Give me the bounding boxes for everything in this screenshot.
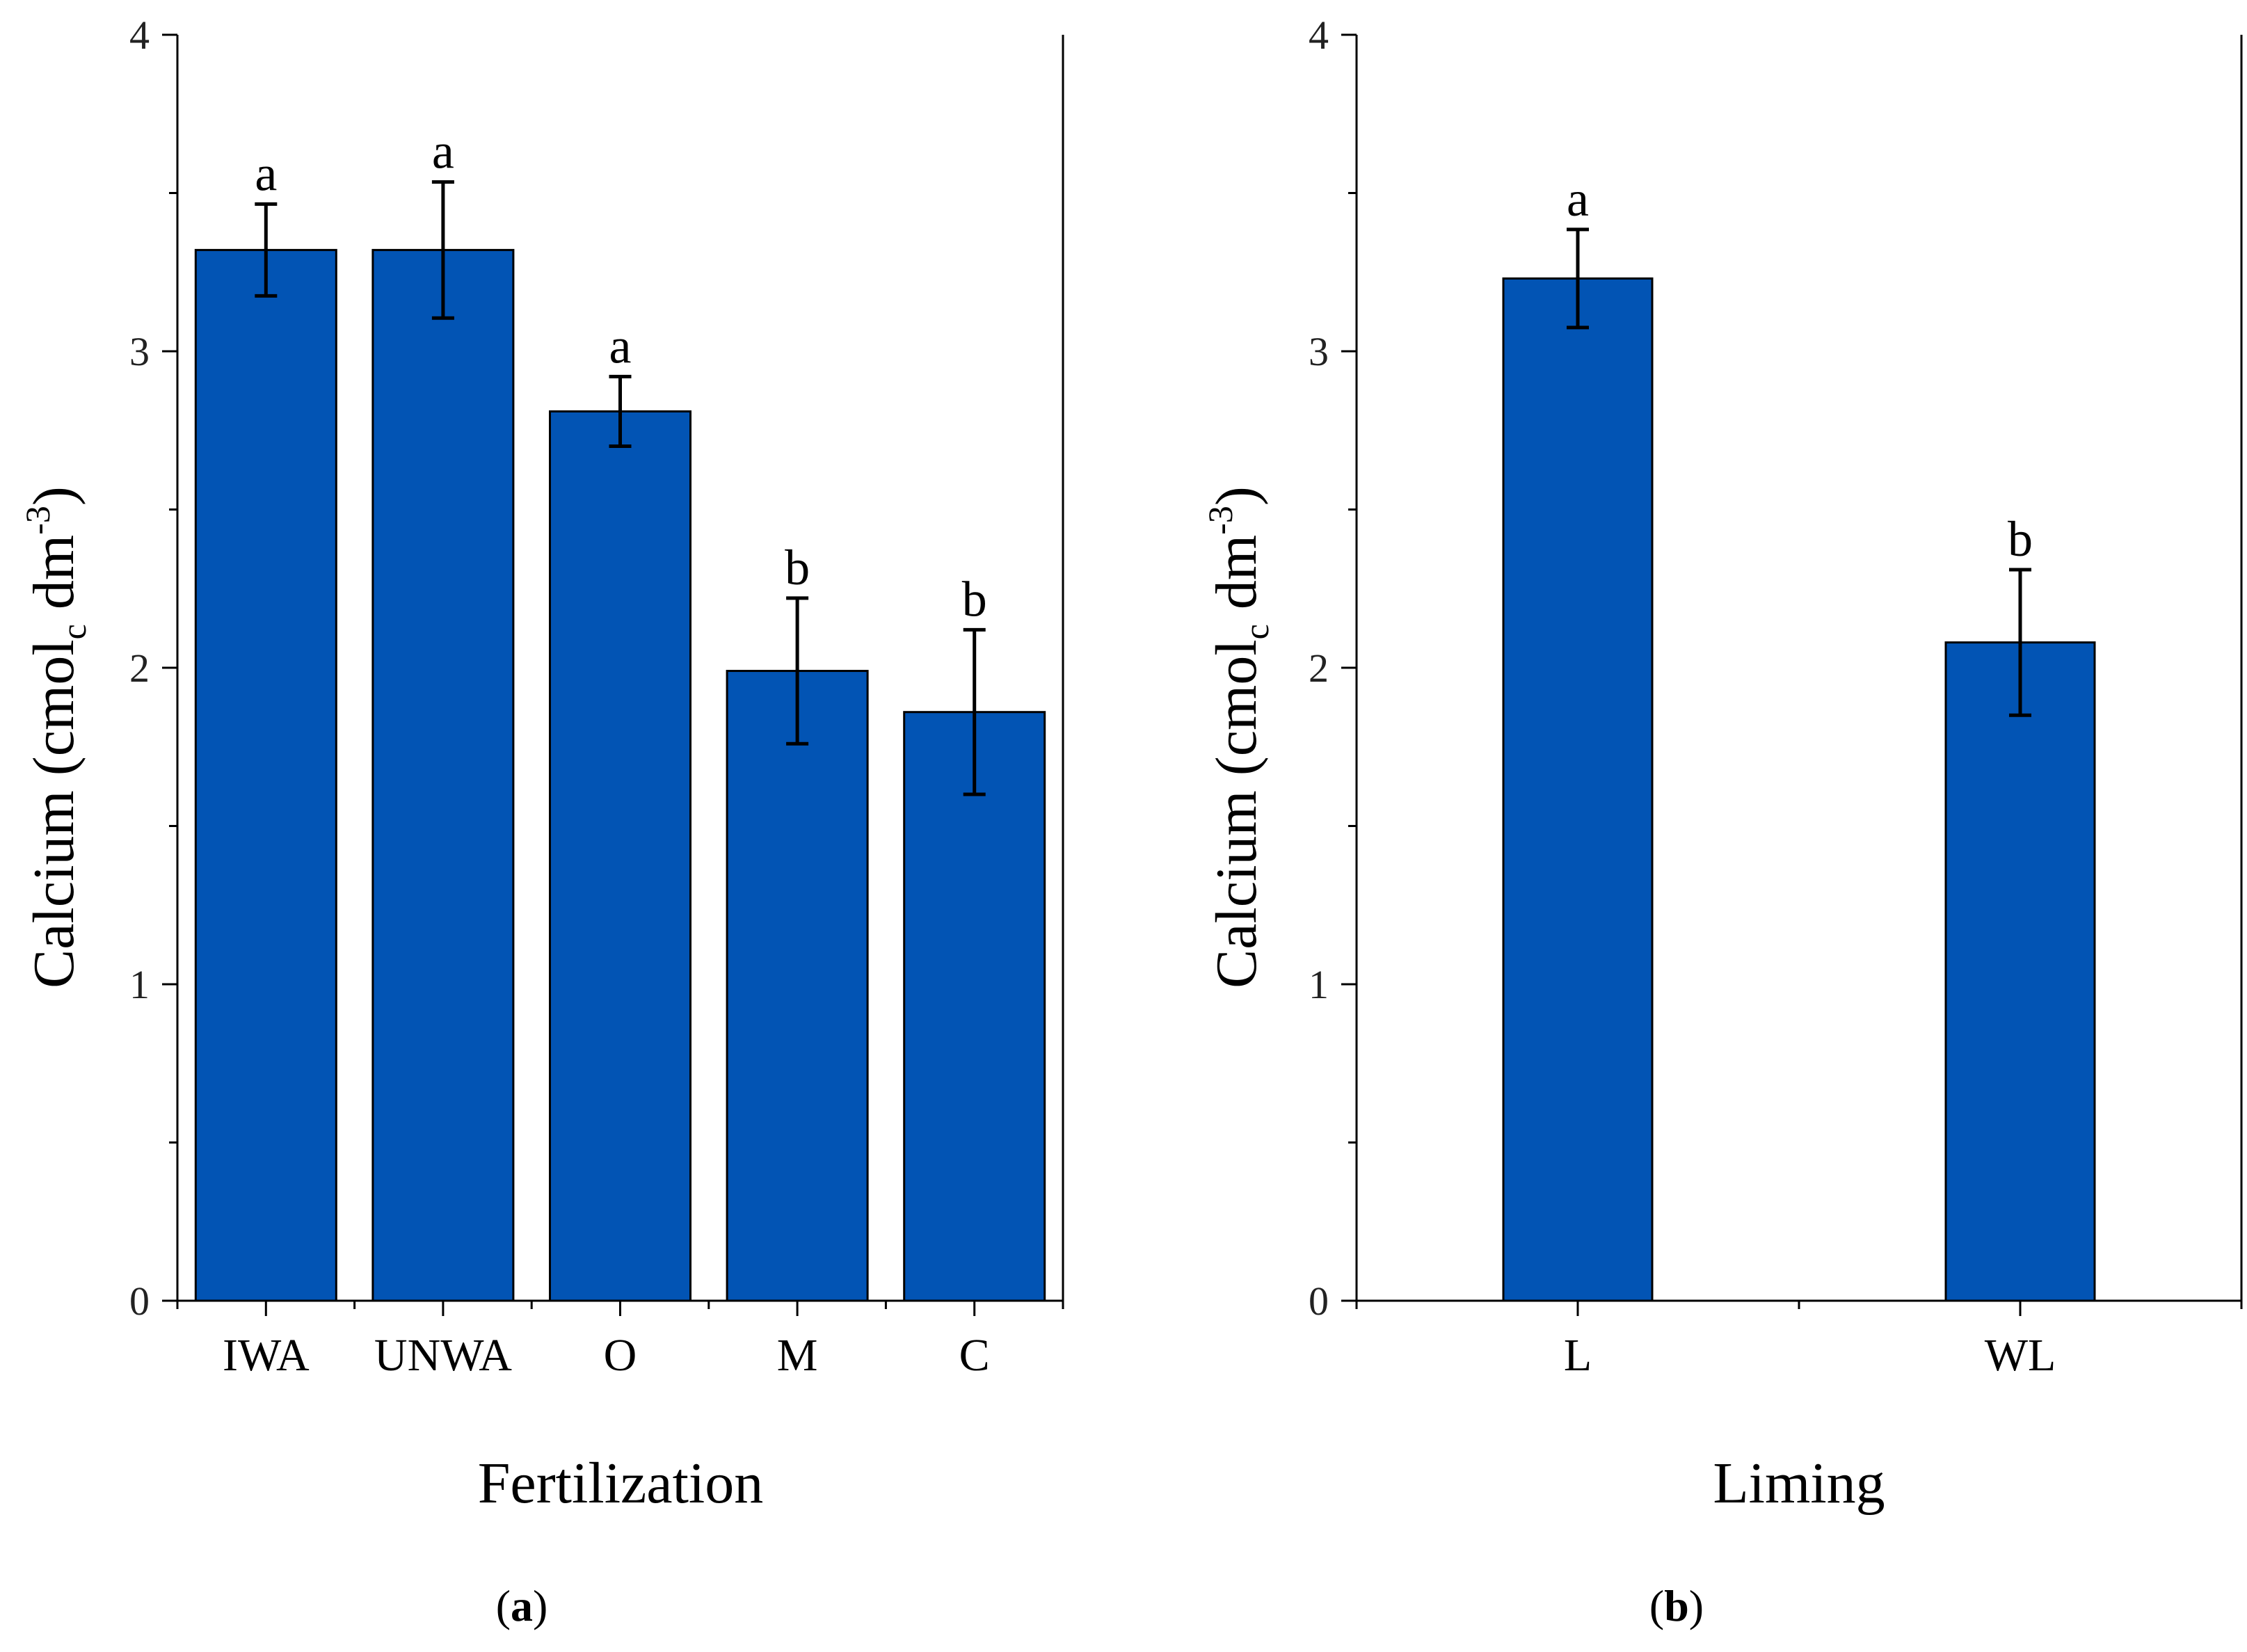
- panel-label-b-letter: b: [1664, 1581, 1689, 1630]
- significance-letter: a: [609, 318, 632, 374]
- error-bars: [255, 180, 986, 796]
- y-tick-label: 1: [1309, 962, 1329, 1007]
- y-axis-title-sup: -3: [1201, 506, 1240, 535]
- panel-label-a: (a): [496, 1581, 548, 1630]
- significance-letter: b: [962, 571, 987, 627]
- y-tick-label: 1: [129, 962, 150, 1007]
- y-axis-title: Calcium (cmolc dm-3): [18, 486, 93, 988]
- y-tick-label: 4: [1309, 13, 1329, 58]
- x-tick-label: UNWA: [374, 1330, 512, 1381]
- y-tick-label: 2: [129, 645, 150, 691]
- y-axis-title-end: ): [22, 486, 86, 506]
- panel-label-a-close: ): [533, 1581, 547, 1630]
- x-tick-label: WL: [1985, 1330, 2056, 1381]
- bar-l: [1502, 277, 1654, 1302]
- x-axis-title: Fertilization: [478, 1451, 764, 1516]
- bar-unwa: [371, 248, 515, 1302]
- panel-label-a-open: (: [496, 1581, 511, 1630]
- bar-wl: [1944, 641, 2096, 1302]
- y-axis-title-sub: c: [1237, 624, 1276, 639]
- x-tick-label: M: [777, 1330, 818, 1381]
- y-tick-label: 3: [1309, 329, 1329, 374]
- y-axis-title-sup: -3: [18, 506, 57, 535]
- y-axis-title-end: ): [1204, 486, 1269, 506]
- bars: [1502, 277, 2096, 1302]
- significance-letter: a: [255, 145, 277, 201]
- bar-o: [549, 410, 691, 1302]
- y-axis-title-mid: dm: [1204, 535, 1269, 624]
- panel-label-b: (b): [1649, 1581, 1704, 1630]
- panel-a-chart: 0 1 2 3 4 IWA UNWA O M C a a a b b Fertilization Cal…: [18, 13, 1064, 1630]
- y-axis-title-sub: c: [54, 624, 93, 639]
- x-tick-label: IWA: [223, 1330, 310, 1381]
- y-tick-label: 0: [129, 1278, 150, 1324]
- y-tick-label: 3: [129, 329, 150, 374]
- y-axis-title-main: Calcium (cmol: [22, 639, 86, 988]
- x-ticks: L WL: [1355, 1301, 2243, 1381]
- bars: [194, 248, 1046, 1302]
- x-axis-title: Liming: [1713, 1451, 1885, 1516]
- bar-iwa: [194, 248, 337, 1302]
- y-axis-title: Calcium (cmolc dm-3): [1201, 486, 1276, 988]
- significance-letter: b: [2008, 511, 2033, 567]
- bar-c: [903, 711, 1046, 1302]
- error-bars: [1567, 227, 2031, 717]
- y-tick-label: 2: [1309, 645, 1329, 691]
- y-tick-label: 0: [1309, 1278, 1329, 1324]
- panel-label-b-open: (: [1649, 1581, 1664, 1630]
- y-ticks: 0 1 2 3 4: [129, 13, 177, 1324]
- significance-letters: a a a b b: [255, 124, 986, 627]
- significance-letter: b: [785, 540, 810, 595]
- significance-letter: a: [432, 124, 454, 179]
- y-axis-title-main: Calcium (cmol: [1204, 639, 1269, 988]
- significance-letter: a: [1567, 171, 1589, 227]
- significance-letters: ab: [1567, 171, 2033, 567]
- x-tick-label: O: [604, 1330, 637, 1381]
- y-axis-title-mid: dm: [22, 535, 86, 624]
- x-tick-label: C: [959, 1330, 990, 1381]
- y-ticks: 0 1 2 3 4: [1309, 13, 1357, 1324]
- y-tick-label: 4: [129, 13, 150, 58]
- panel-label-b-close: ): [1689, 1581, 1704, 1630]
- x-tick-label: L: [1564, 1330, 1592, 1381]
- bar-m: [726, 670, 869, 1302]
- panel-label-a-letter: a: [511, 1581, 533, 1630]
- x-ticks: IWA UNWA O M C: [176, 1301, 1064, 1381]
